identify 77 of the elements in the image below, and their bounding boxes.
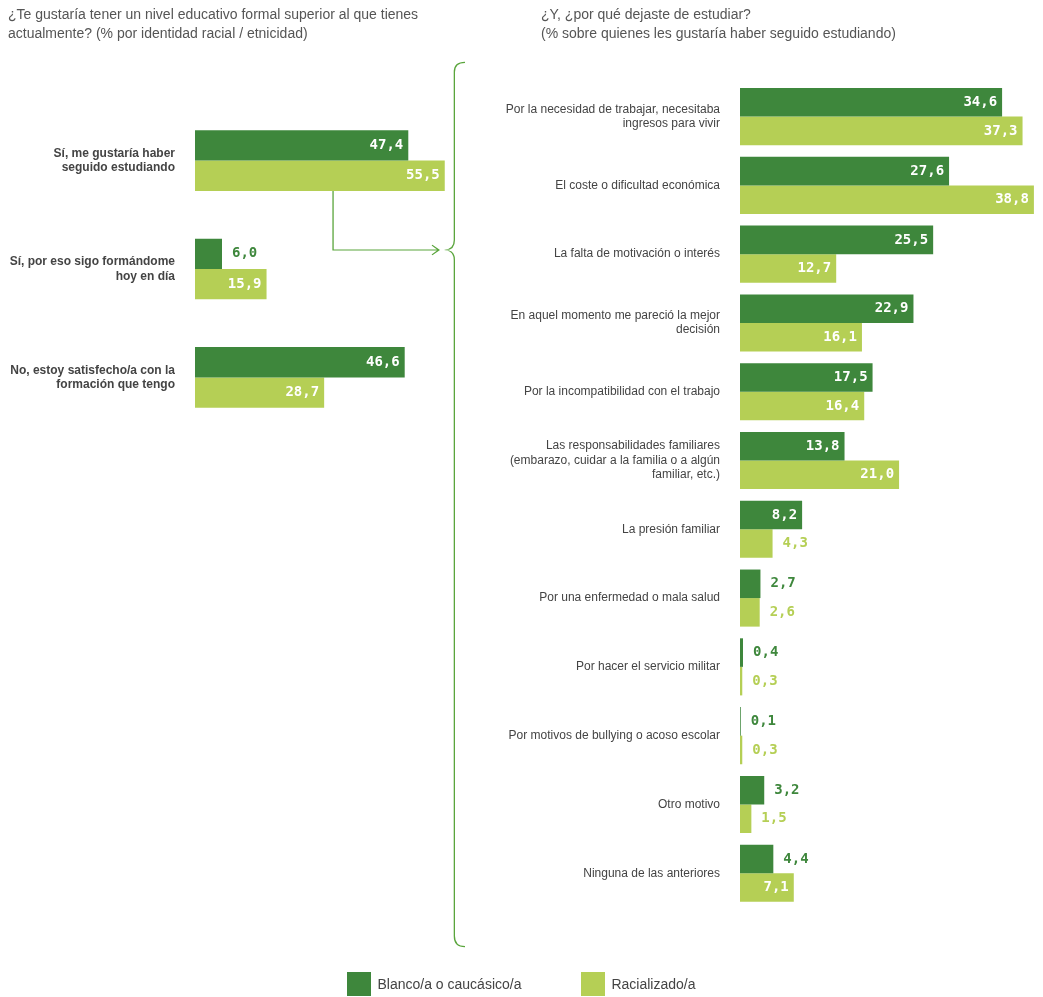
bar xyxy=(740,391,865,421)
chart-subtitle: (% sobre quienes les gustaría haber seguido estudiando) xyxy=(541,24,897,43)
y-tick-label: Por la necesidad de trabajar, necesitaba ingresos para vivir xyxy=(505,101,721,131)
data-label: 3,2 xyxy=(774,780,800,797)
bar xyxy=(740,322,862,352)
data-label: 25,5 xyxy=(894,230,929,247)
y-tick-label: El coste o dificultad económica xyxy=(555,177,721,192)
data-label: 0,4 xyxy=(753,643,779,660)
bar xyxy=(195,238,222,269)
bar xyxy=(740,116,1023,146)
data-label: 1,5 xyxy=(761,809,787,826)
bar xyxy=(740,460,900,490)
bar xyxy=(740,500,803,530)
data-label: 17,5 xyxy=(833,368,868,385)
y-tick-label: Otro motivo xyxy=(657,796,721,811)
data-label: 4,3 xyxy=(782,534,808,551)
bar xyxy=(740,431,845,461)
data-label: 0,3 xyxy=(752,671,778,688)
y-tick-label: La presión familiar xyxy=(621,521,720,536)
y-tick-label: En aquel momento me pareció la mejor decisión xyxy=(510,308,720,337)
bar xyxy=(740,529,773,558)
y-tick-label: Sí, me gustaría haber seguido estudiando xyxy=(53,145,176,175)
y-tick-label: No, estoy satisfecho/a con la formación que tengo xyxy=(10,362,176,391)
bar xyxy=(740,638,744,667)
data-label: 2,6 xyxy=(769,602,795,619)
chart-title: ¿Y, ¿por qué dejaste de estudiar? xyxy=(541,6,751,22)
y-tick-label: La falta de motivación o interés xyxy=(553,246,720,261)
data-label: 16,4 xyxy=(825,396,860,413)
bar xyxy=(740,598,760,627)
data-label: 8,2 xyxy=(771,505,798,522)
bar xyxy=(740,804,752,833)
data-label: 6,0 xyxy=(232,244,258,261)
bar xyxy=(740,88,1003,117)
data-label: 28,7 xyxy=(285,383,320,400)
y-tick-label: Por una enfermedad o mala salud xyxy=(539,590,720,605)
y-tick-label: Ninguna de las anteriores xyxy=(583,865,720,880)
data-label: 21,0 xyxy=(860,465,895,482)
bar xyxy=(740,844,774,874)
data-label: 27,6 xyxy=(910,161,945,178)
y-tick-label: Las responsabilidades familiares (embarazo, cuidar a la familia o a algún familiar, etc.) xyxy=(509,438,720,482)
data-label: 34,6 xyxy=(963,92,998,109)
data-label: 0,3 xyxy=(752,740,778,757)
bar xyxy=(740,569,761,599)
y-tick-label: Sí, por eso sigo formándome hoy en día xyxy=(9,254,176,283)
bar xyxy=(195,130,409,161)
bar xyxy=(195,377,325,408)
data-label: 15,9 xyxy=(227,274,262,291)
data-label: 7,1 xyxy=(763,878,789,895)
y-tick-label: Por hacer el servicio militar xyxy=(575,659,720,674)
legend-label: Racializado/a xyxy=(611,976,696,992)
data-label: 4,4 xyxy=(783,849,809,866)
data-label: 0,1 xyxy=(750,712,777,729)
bar xyxy=(195,347,405,378)
data-label: 22,9 xyxy=(874,299,909,316)
bar xyxy=(740,156,950,186)
data-label: 55,5 xyxy=(406,166,440,183)
bar xyxy=(740,775,765,805)
y-tick-label: Por la incompatibilidad con el trabajo xyxy=(523,384,721,399)
bar xyxy=(740,873,794,902)
bar xyxy=(195,269,267,300)
bar xyxy=(740,294,914,323)
legend-label: Blanco/a o caucásico/a xyxy=(377,976,522,992)
data-label: 37,3 xyxy=(983,121,1018,138)
bar xyxy=(195,160,445,191)
bar xyxy=(740,225,934,255)
bar xyxy=(740,254,837,283)
data-label: 47,4 xyxy=(369,136,404,153)
data-label: 16,1 xyxy=(823,327,857,344)
y-tick-label: Por motivos de bullying o acoso escolar xyxy=(508,727,720,742)
bar xyxy=(740,363,873,392)
bar xyxy=(740,185,1034,214)
data-label: 2,7 xyxy=(770,574,796,591)
data-label: 46,6 xyxy=(365,352,400,369)
data-label: 12,7 xyxy=(797,259,832,276)
data-label: 38,8 xyxy=(995,190,1029,207)
data-label: 13,8 xyxy=(805,436,840,453)
chart-title: ¿Te gustaría tener un nivel educativo formal superior al que tienes actualmente? (% por identidad racial / etnicidad) xyxy=(8,5,420,43)
